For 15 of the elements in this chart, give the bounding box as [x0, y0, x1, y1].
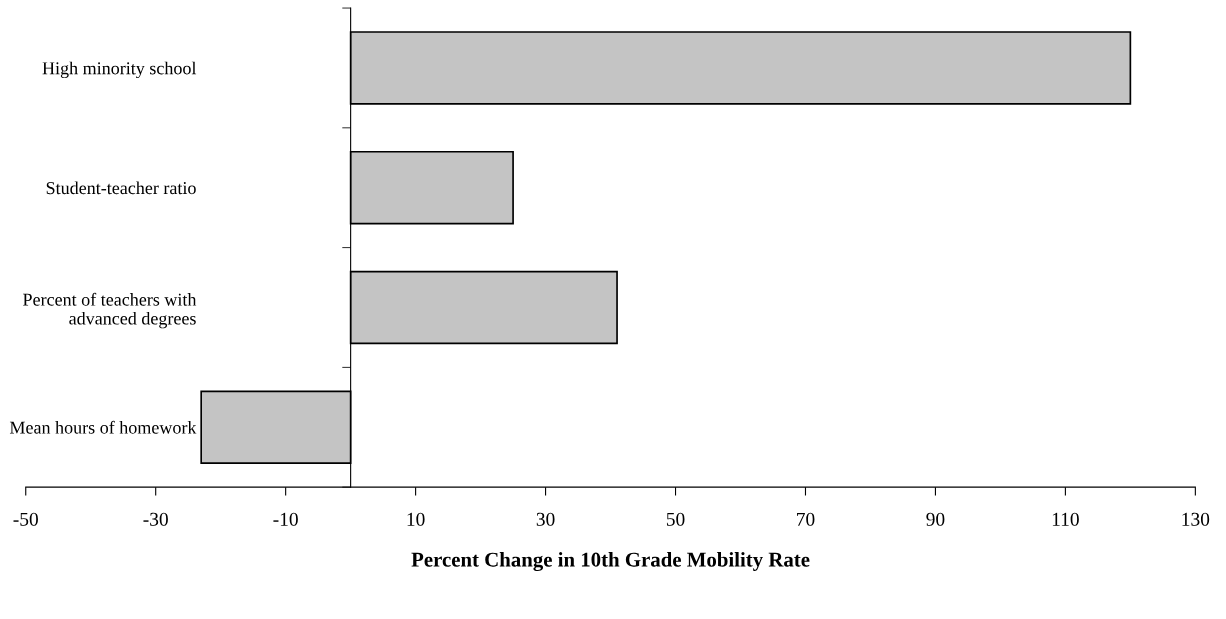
x-tick-label: 130	[1182, 512, 1210, 526]
x-tick-label: 90	[926, 512, 945, 526]
y-tick-label: Percent of teachers with advanced degrees	[23, 292, 197, 329]
x-axis-title: Percent Change in 10th Grade Mobility Rate	[411, 552, 810, 572]
x-tick-label: -50	[13, 512, 38, 526]
x-tick-label: -10	[273, 512, 298, 526]
y-tick-label: Mean hours of homework	[9, 420, 197, 434]
x-tick-label: 50	[666, 512, 685, 526]
x-tick-label: 110	[1052, 512, 1079, 526]
x-tick-label: 10	[407, 512, 425, 526]
x-tick-label: 30	[536, 512, 555, 526]
x-tick-label: 70	[797, 512, 815, 526]
x-tick-label: -30	[143, 512, 168, 526]
y-tick-label: Student-teacher ratio	[46, 181, 196, 195]
y-tick-label: High minority school	[42, 61, 197, 79]
